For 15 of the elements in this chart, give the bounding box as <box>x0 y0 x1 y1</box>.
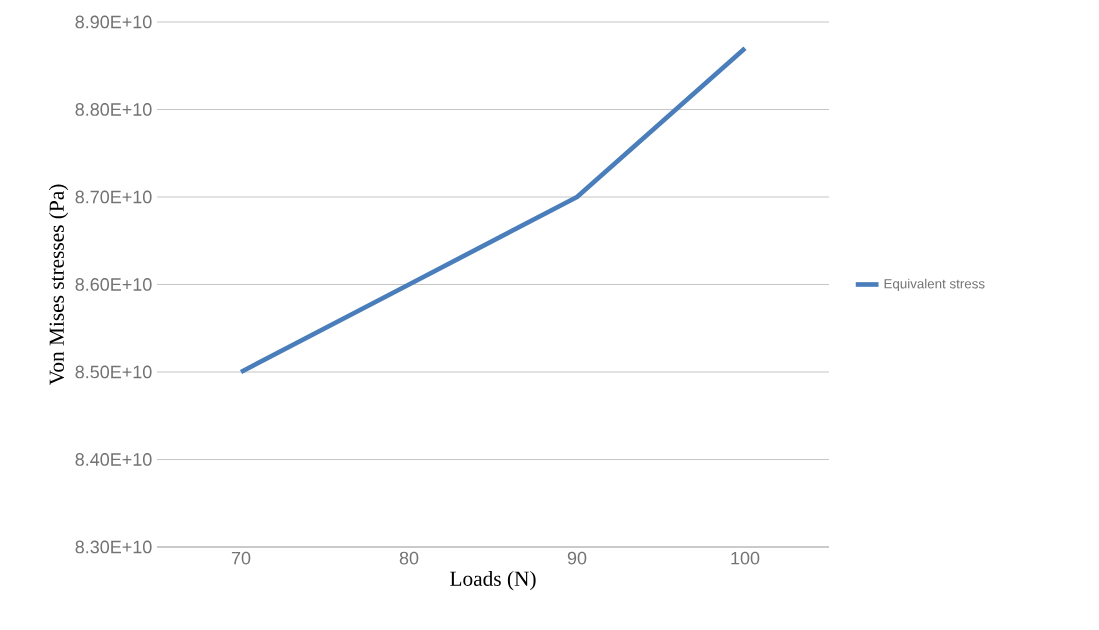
x-tick-label: 70 <box>231 551 251 565</box>
x-tick-label: 100 <box>731 551 760 565</box>
y-tick-label: 8.60E+10 <box>75 278 152 291</box>
legend-label: Equivalent stress <box>884 278 985 292</box>
x-tick-label: 80 <box>399 551 419 565</box>
y-tick-label: 8.50E+10 <box>75 365 152 379</box>
y-tick-label: 8.30E+10 <box>75 540 152 554</box>
y-tick-label: 8.40E+10 <box>75 453 152 466</box>
y-tick-label: 8.80E+10 <box>75 103 152 116</box>
y-tick-label: 8.70E+10 <box>75 190 152 204</box>
y-axis-title: Von Mises stresses (Pa) <box>48 184 69 386</box>
x-axis-title: Loads (N) <box>450 570 536 591</box>
y-tick-label: 8.90E+10 <box>75 15 152 29</box>
line-series <box>238 45 748 375</box>
x-tick-label: 90 <box>567 551 587 565</box>
